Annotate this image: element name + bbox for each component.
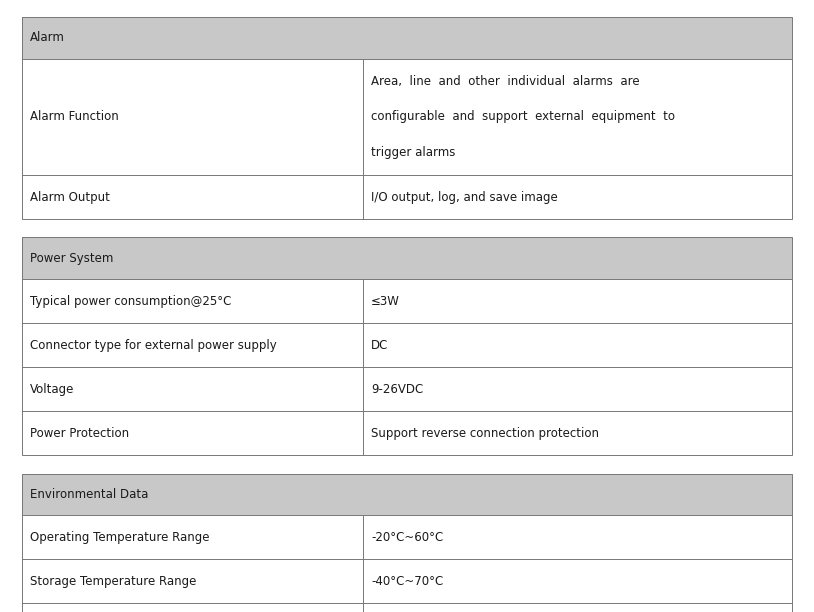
- Text: Environmental Data: Environmental Data: [30, 488, 148, 501]
- Text: Voltage: Voltage: [30, 382, 75, 396]
- Text: Operating Temperature Range: Operating Temperature Range: [30, 531, 210, 544]
- Bar: [22, 474, 792, 515]
- Text: Area,  line  and  other  individual  alarms  are: Area, line and other individual alarms a…: [371, 75, 640, 88]
- Text: Alarm: Alarm: [30, 31, 65, 45]
- Text: configurable  and  support  external  equipment  to: configurable and support external equipm…: [371, 110, 676, 124]
- Text: Alarm Output: Alarm Output: [30, 190, 110, 204]
- Bar: [22, 17, 792, 59]
- Text: Storage Temperature Range: Storage Temperature Range: [30, 575, 196, 588]
- Bar: [22, 474, 792, 612]
- Text: -40°C~70°C: -40°C~70°C: [371, 575, 444, 588]
- Text: ≤3W: ≤3W: [371, 294, 400, 308]
- Text: DC: DC: [371, 338, 388, 352]
- Text: -20°C~60°C: -20°C~60°C: [371, 531, 444, 544]
- Bar: [22, 17, 792, 219]
- Text: Connector type for external power supply: Connector type for external power supply: [30, 338, 277, 352]
- Bar: [22, 237, 792, 455]
- Text: Typical power consumption@25°C: Typical power consumption@25°C: [30, 294, 231, 308]
- Bar: [22, 17, 792, 219]
- Text: trigger alarms: trigger alarms: [371, 146, 456, 159]
- Text: Power Protection: Power Protection: [30, 427, 129, 440]
- Text: 9-26VDC: 9-26VDC: [371, 382, 423, 396]
- Text: Support reverse connection protection: Support reverse connection protection: [371, 427, 599, 440]
- Text: Alarm Function: Alarm Function: [30, 110, 119, 124]
- Text: I/O output, log, and save image: I/O output, log, and save image: [371, 190, 558, 204]
- Bar: [22, 237, 792, 455]
- Bar: [22, 474, 792, 612]
- Bar: [22, 237, 792, 279]
- Text: Power System: Power System: [30, 252, 113, 265]
